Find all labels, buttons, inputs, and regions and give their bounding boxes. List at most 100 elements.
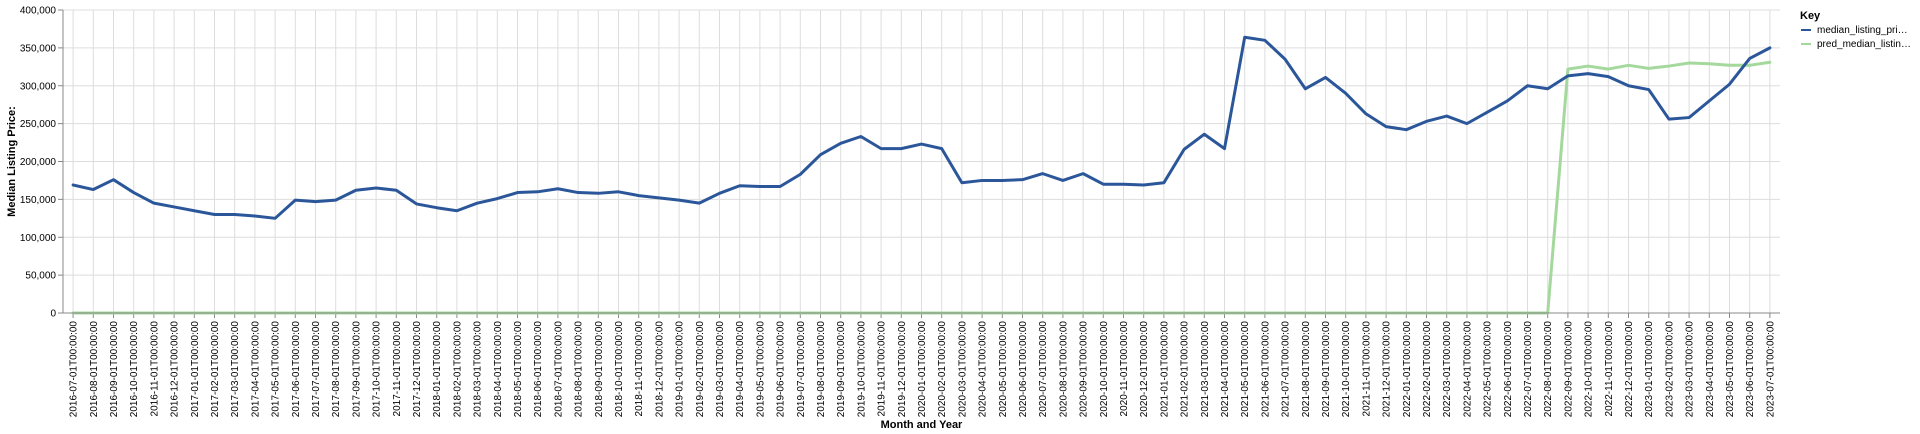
y-tick-label: 100,000 xyxy=(20,233,57,244)
x-tick-label: 2022-12-01T00:00:00 xyxy=(1624,321,1635,418)
x-tick-label: 2016-09-01T00:00:00 xyxy=(109,321,120,418)
x-tick-label: 2018-03-01T00:00:00 xyxy=(473,321,484,418)
x-tick-label: 2016-08-01T00:00:00 xyxy=(89,321,100,418)
x-tick-label: 2021-01-01T00:00:00 xyxy=(1159,321,1170,418)
x-tick-label: 2017-01-01T00:00:00 xyxy=(190,321,201,418)
x-tick-label: 2018-06-01T00:00:00 xyxy=(533,321,544,418)
x-tick-label: 2022-03-01T00:00:00 xyxy=(1442,321,1453,418)
x-tick-label: 2020-03-01T00:00:00 xyxy=(957,321,968,418)
legend: Key median_listing_pri… pred_median_listi… xyxy=(1800,10,1911,50)
series-line xyxy=(71,35,1772,220)
x-tick-label: 2023-03-01T00:00:00 xyxy=(1685,321,1696,418)
legend-entries: median_listing_pri… pred_median_listin… xyxy=(1801,25,1911,50)
x-tick-label: 2021-02-01T00:00:00 xyxy=(1180,321,1191,418)
x-tick-label: 2017-11-01T00:00:00 xyxy=(392,321,403,417)
x-tick-label: 2022-04-01T00:00:00 xyxy=(1462,321,1473,418)
x-tick-label: 2018-04-01T00:00:00 xyxy=(493,321,504,418)
y-tick-label: 300,000 xyxy=(20,81,57,92)
x-tick-label: 2023-04-01T00:00:00 xyxy=(1705,321,1716,418)
x-tick-label: 2019-02-01T00:00:00 xyxy=(695,321,706,418)
x-tick-label: 2018-11-01T00:00:00 xyxy=(634,321,645,417)
x-tick-label: 2017-03-01T00:00:00 xyxy=(230,321,241,418)
x-tick-label: 2019-05-01T00:00:00 xyxy=(755,321,766,418)
x-tick-label: 2018-10-01T00:00:00 xyxy=(614,321,625,418)
y-tick-label: 350,000 xyxy=(20,43,57,54)
x-tick-label: 2021-09-01T00:00:00 xyxy=(1321,321,1332,418)
x-tick-label: 2020-08-01T00:00:00 xyxy=(1058,321,1069,418)
legend-label: median_listing_pri… xyxy=(1817,25,1908,36)
y-tick-label: 250,000 xyxy=(20,119,57,130)
x-tick-label: 2021-12-01T00:00:00 xyxy=(1382,321,1393,418)
x-tick-label: 2022-09-01T00:00:00 xyxy=(1563,321,1574,418)
legend-title: Key xyxy=(1800,10,1821,22)
x-tick-label: 2023-01-01T00:00:00 xyxy=(1644,321,1655,418)
x-tick-label: 2021-10-01T00:00:00 xyxy=(1341,321,1352,418)
x-tick-label: 2020-11-01T00:00:00 xyxy=(1119,321,1130,417)
x-tick-label: 2021-03-01T00:00:00 xyxy=(1200,321,1211,418)
x-tick-label: 2022-07-01T00:00:00 xyxy=(1523,321,1534,418)
x-tick-label: 2018-12-01T00:00:00 xyxy=(654,321,665,418)
x-tick-label: 2018-05-01T00:00:00 xyxy=(513,321,524,418)
x-tick-label: 2019-04-01T00:00:00 xyxy=(735,321,746,418)
x-tick-label: 2017-10-01T00:00:00 xyxy=(372,321,383,418)
x-tick-label: 2020-02-01T00:00:00 xyxy=(937,321,948,418)
x-tick-label: 2020-06-01T00:00:00 xyxy=(1018,321,1029,418)
x-axis-ticks: 2016-07-01T00:00:00 2016-08-01T00:00:00 20… xyxy=(69,313,1776,418)
y-tick-label: 400,000 xyxy=(20,6,57,17)
x-tick-label: 2021-08-01T00:00:00 xyxy=(1301,321,1312,418)
x-tick-label: 2016-07-01T00:00:00 xyxy=(69,321,80,418)
legend-label: pred_median_listin… xyxy=(1817,39,1911,50)
x-tick-label: 2022-02-01T00:00:00 xyxy=(1422,321,1433,418)
x-tick-label: 2023-02-01T00:00:00 xyxy=(1664,321,1675,418)
x-tick-label: 2018-08-01T00:00:00 xyxy=(574,321,585,418)
x-tick-label: 2019-03-01T00:00:00 xyxy=(715,321,726,418)
x-tick-label: 2019-06-01T00:00:00 xyxy=(776,321,787,418)
x-tick-label: 2021-05-01T00:00:00 xyxy=(1240,321,1251,418)
x-tick-label: 2022-10-01T00:00:00 xyxy=(1584,321,1595,418)
x-tick-label: 2017-05-01T00:00:00 xyxy=(271,321,282,418)
x-tick-label: 2018-09-01T00:00:00 xyxy=(594,321,605,418)
x-tick-label: 2017-07-01T00:00:00 xyxy=(311,321,322,418)
x-tick-label: 2022-08-01T00:00:00 xyxy=(1543,321,1554,418)
x-tick-label: 2016-11-01T00:00:00 xyxy=(149,321,160,417)
x-tick-label: 2023-05-01T00:00:00 xyxy=(1725,321,1736,418)
y-tick-label: 0 xyxy=(50,309,56,320)
x-tick-label: 2019-11-01T00:00:00 xyxy=(877,321,888,417)
x-tick-label: 2017-09-01T00:00:00 xyxy=(351,321,362,418)
x-tick-label: 2019-07-01T00:00:00 xyxy=(796,321,807,418)
x-tick-label: 2016-12-01T00:00:00 xyxy=(170,321,181,418)
x-tick-label: 2019-10-01T00:00:00 xyxy=(856,321,867,418)
x-axis-title: Month and Year xyxy=(881,419,963,431)
x-tick-label: 2021-11-01T00:00:00 xyxy=(1361,321,1372,417)
x-tick-label: 2022-05-01T00:00:00 xyxy=(1483,321,1494,418)
x-tick-label: 2018-07-01T00:00:00 xyxy=(553,321,564,418)
x-tick-label: 2016-10-01T00:00:00 xyxy=(129,321,140,418)
y-tick-label: 50,000 xyxy=(25,271,56,282)
grid xyxy=(63,9,1780,314)
x-tick-label: 2020-04-01T00:00:00 xyxy=(978,321,989,418)
x-tick-label: 2022-11-01T00:00:00 xyxy=(1604,321,1615,417)
x-tick-label: 2022-01-01T00:00:00 xyxy=(1402,321,1413,418)
x-tick-label: 2023-06-01T00:00:00 xyxy=(1745,321,1756,418)
x-tick-label: 2019-12-01T00:00:00 xyxy=(897,321,908,418)
x-tick-label: 2018-01-01T00:00:00 xyxy=(432,321,443,418)
y-axis-ticks: 0 50,000 100,000 150,000 200,000 250,000 300,0… xyxy=(20,6,63,320)
x-tick-label: 2020-10-01T00:00:00 xyxy=(1099,321,1110,418)
x-tick-label: 2017-08-01T00:00:00 xyxy=(331,321,342,418)
x-tick-label: 2019-01-01T00:00:00 xyxy=(675,321,686,418)
x-tick-label: 2021-04-01T00:00:00 xyxy=(1220,321,1231,418)
y-axis-title: Median Listing Price: xyxy=(6,106,18,217)
x-tick-label: 2023-07-01T00:00:00 xyxy=(1765,321,1776,418)
x-tick-label: 2020-09-01T00:00:00 xyxy=(1079,321,1090,418)
x-tick-label: 2017-04-01T00:00:00 xyxy=(250,321,261,418)
x-tick-label: 2021-06-01T00:00:00 xyxy=(1260,321,1271,418)
x-tick-label: 2017-02-01T00:00:00 xyxy=(210,321,221,418)
y-tick-label: 200,000 xyxy=(20,157,57,168)
x-tick-label: 2020-05-01T00:00:00 xyxy=(998,321,1009,418)
x-tick-label: 2017-12-01T00:00:00 xyxy=(412,321,423,418)
x-tick-label: 2017-06-01T00:00:00 xyxy=(291,321,302,418)
x-tick-label: 2019-09-01T00:00:00 xyxy=(836,321,847,418)
x-tick-label: 2022-06-01T00:00:00 xyxy=(1503,321,1514,418)
